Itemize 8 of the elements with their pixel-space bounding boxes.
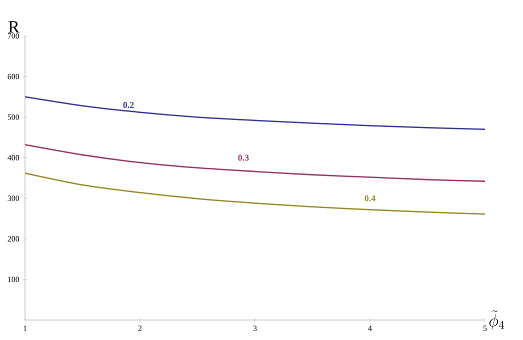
x-axis-title: $\tilde{\phi}_4$ bbox=[489, 310, 504, 330]
line-series bbox=[24, 172, 486, 215]
y-axis-title: R bbox=[8, 21, 20, 32]
series-label: 0.3 bbox=[238, 154, 249, 161]
line-series bbox=[24, 96, 486, 130]
line-series bbox=[24, 144, 486, 182]
series-label: 0.2 bbox=[123, 102, 134, 108]
series-label: 0.4 bbox=[364, 195, 376, 202]
